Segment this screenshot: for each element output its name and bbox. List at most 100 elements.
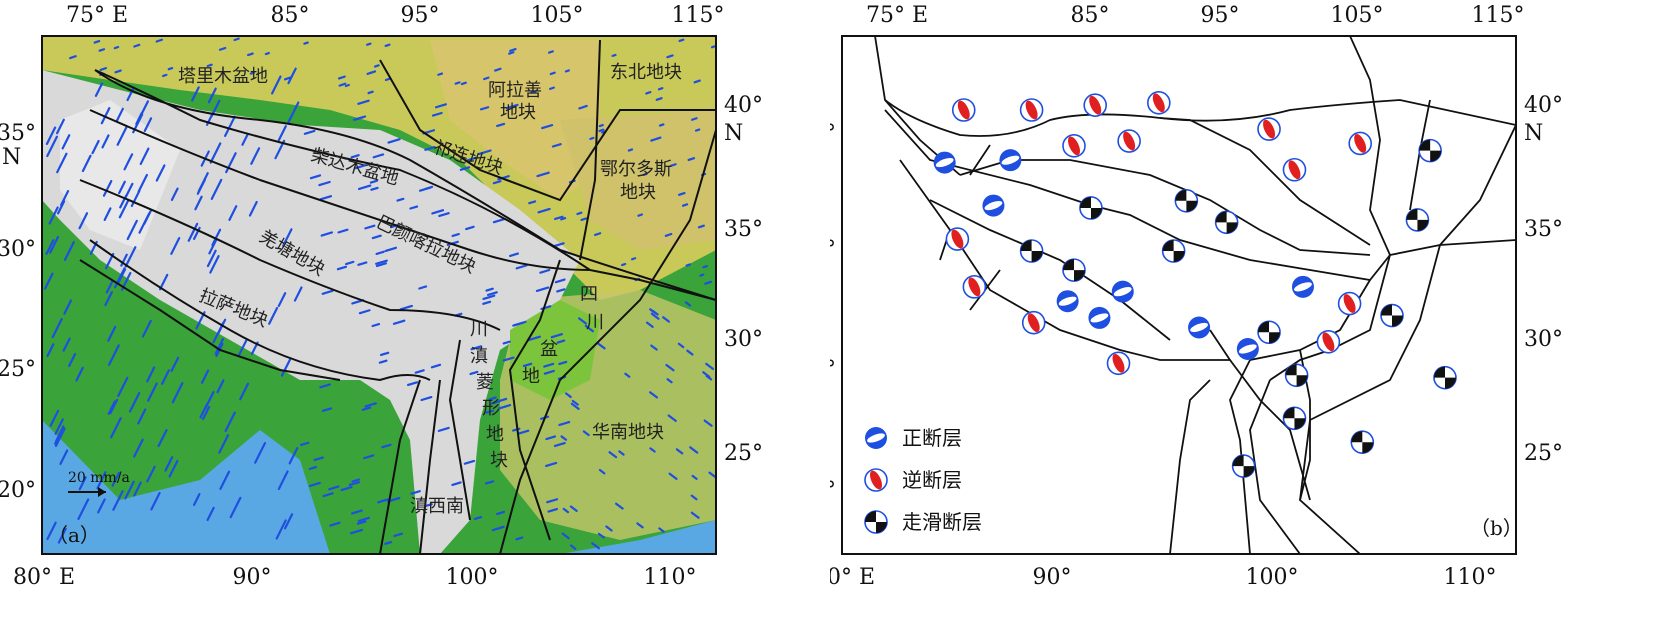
gps-vector: [116, 126, 128, 146]
focal-mechanism-thrust: [1117, 129, 1141, 153]
gps-vector: [460, 81, 467, 86]
velocity-scale: 20 mm/a: [68, 470, 130, 497]
gps-vector: [618, 450, 625, 456]
focal-mechanism-strike: [1282, 406, 1307, 431]
focal-mechanism-normal: [1088, 306, 1111, 329]
gps-vector: [491, 525, 505, 532]
gps-vector: [216, 379, 225, 394]
gps-vector: [465, 225, 475, 231]
gps-vector: [113, 45, 120, 50]
gps-vector: [254, 442, 267, 464]
gps-vector: [693, 79, 701, 84]
gps-vector: [338, 82, 347, 87]
gps-vector: [485, 409, 494, 414]
gps-vector: [196, 178, 207, 195]
gps-vector: [237, 339, 248, 358]
panel-a-label: （a）: [48, 523, 100, 547]
gps-vector: [561, 532, 570, 540]
top-tick-label: 85°: [1071, 3, 1110, 28]
gps-vector: [224, 115, 236, 137]
left-tick-label: 25°: [830, 357, 836, 382]
left-tick-label: 20°: [0, 478, 36, 503]
gps-vector: [703, 419, 713, 427]
focal-mechanism-thrust: [1146, 91, 1171, 115]
gps-vector: [208, 238, 218, 255]
gps-vector: [78, 476, 87, 491]
legend-icon-strike: [864, 510, 888, 534]
gps-vector: [553, 441, 566, 448]
gps-vector: [344, 260, 355, 266]
gps-vector: [287, 67, 297, 85]
gps-vector: [365, 42, 372, 46]
panel-a: 塔里木盆地 阿拉善 地块 东北地块 鄂尔多斯 地块 柴达木盆地 祁连地块 巴颜喀…: [0, 0, 800, 621]
gps-vector: [63, 299, 73, 315]
gps-vector: [558, 360, 568, 366]
gps-vector: [630, 257, 637, 261]
gps-vector: [228, 205, 238, 221]
gps-vector: [275, 519, 287, 540]
strike-slip-quadrant: [1351, 431, 1363, 443]
gps-vector: [556, 339, 566, 344]
bottom-tick-label: 80° E: [13, 565, 75, 590]
gps-vector: [686, 349, 694, 356]
gps-vector: [530, 90, 537, 94]
right-tick-label: 40°: [724, 93, 763, 118]
gps-vector: [651, 309, 659, 316]
focal-mechanism-strike: [1174, 189, 1199, 213]
gps-vector: [593, 232, 602, 237]
region-chuandian-2: 滇: [470, 346, 488, 367]
gps-vector: [206, 249, 217, 268]
left-tick-label: 35°: [0, 121, 36, 146]
gps-vector: [358, 309, 371, 315]
gps-vector: [371, 234, 382, 240]
gps-vector: [543, 369, 555, 375]
gps-vector: [328, 485, 340, 491]
gps-vector: [463, 459, 476, 465]
gps-vector: [424, 185, 434, 190]
gps-vector: [99, 67, 108, 72]
gps-vector: [109, 398, 119, 415]
strike-slip-quadrant: [1285, 364, 1297, 376]
gps-vector: [249, 71, 255, 75]
gps-vector: [81, 154, 92, 173]
gps-vector: [608, 451, 618, 459]
scale-arrowhead: [98, 487, 106, 497]
thrust-fault-lens: [1068, 136, 1080, 156]
top-tick-label: 75° E: [66, 3, 128, 28]
gps-vector: [615, 502, 624, 510]
focal-mechanism-strike: [1380, 303, 1404, 328]
strike-slip-quadrant: [1269, 332, 1281, 344]
gps-vector: [384, 246, 398, 253]
focal-mechanism-normal: [1111, 280, 1134, 303]
gps-vector: [569, 544, 577, 550]
gps-vector: [554, 278, 566, 284]
gps-vector: [485, 287, 494, 292]
gps-vector: [110, 417, 122, 439]
strike-slip-quadrant: [1090, 207, 1102, 219]
gps-vector: [437, 72, 444, 76]
gps-vector: [657, 87, 664, 91]
gps-vector: [43, 272, 54, 290]
gps-vector: [473, 515, 483, 521]
gps-vector: [576, 211, 583, 216]
focal-mechanism-normal: [1056, 290, 1079, 313]
gps-vector: [168, 459, 179, 478]
gps-vector: [46, 343, 55, 358]
top-tick-label: 105°: [1331, 3, 1384, 28]
gps-vector: [118, 199, 130, 219]
gps-vector: [384, 43, 391, 48]
gps-vector: [91, 139, 100, 155]
gps-vector: [288, 447, 299, 465]
focal-mechanism-strike: [1350, 430, 1375, 455]
gps-vector: [378, 359, 388, 364]
normal-fault-lens: [1190, 322, 1208, 333]
gps-vector: [454, 81, 461, 85]
gps-vector: [655, 97, 663, 101]
top-tick-label: 95°: [1201, 3, 1240, 28]
gps-vector: [283, 76, 292, 81]
gps-vector: [589, 136, 595, 141]
top-tick-label: 115°: [1472, 3, 1525, 28]
gps-vector: [508, 51, 515, 55]
gps-vector: [492, 180, 502, 185]
strike-slip-quadrant: [1162, 240, 1174, 251]
